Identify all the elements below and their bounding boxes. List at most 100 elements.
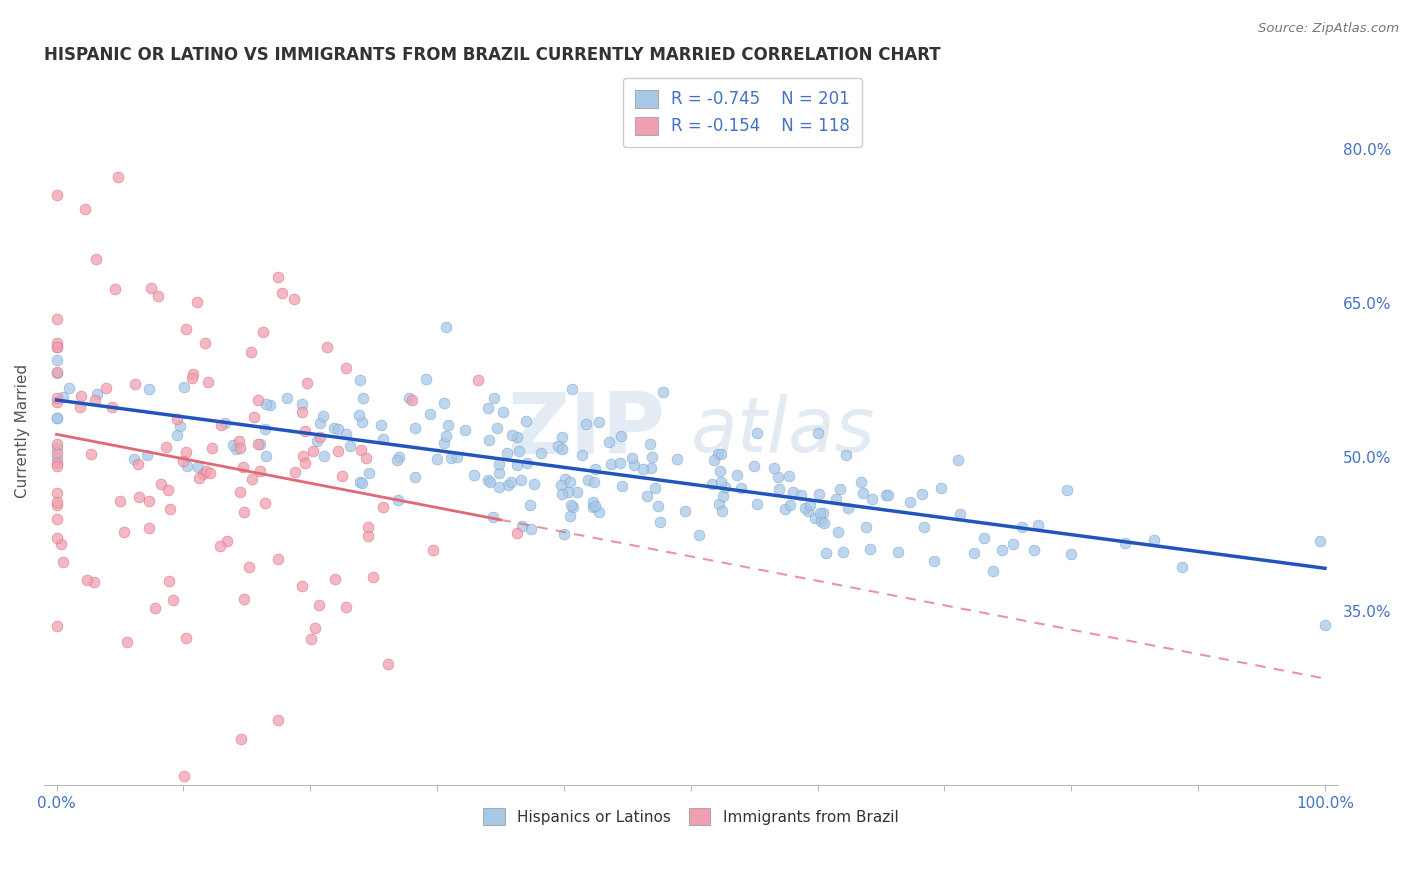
Point (700, 476, 723, 491)
Point (283, 292, 305, 306)
Point (322, 420, 344, 434)
Point (377, 657, 399, 672)
Point (620, 451, 643, 466)
Point (84, 392, 107, 407)
Point (252, 325, 274, 339)
Point (887, 545, 910, 559)
Point (530, 446, 553, 460)
Point (51, 537, 73, 551)
Point (1171, 560, 1194, 574)
Point (859, 541, 882, 556)
Point (229, 485, 252, 500)
Point (104, 282, 127, 296)
Point (477, 401, 499, 416)
Point (357, 466, 380, 480)
Point (1309, 534, 1331, 549)
Point (122, 452, 145, 467)
Point (138, 521, 160, 535)
Point (135, 448, 157, 462)
Point (247, 436, 270, 450)
Text: ZIP: ZIP (508, 390, 665, 473)
Point (501, 427, 523, 442)
Point (828, 482, 851, 496)
Point (350, 443, 373, 458)
Point (176, 459, 198, 474)
Point (558, 475, 581, 490)
Point (222, 437, 245, 451)
Point (172, 454, 194, 468)
Point (357, 520, 380, 534)
Point (779, 499, 801, 513)
Point (973, 531, 995, 545)
Point (259, 398, 281, 412)
Point (69, 401, 91, 415)
Point (488, 466, 510, 480)
Point (243, 410, 266, 425)
Point (76, 574, 98, 588)
Point (401, 393, 423, 408)
Point (433, 436, 456, 450)
Point (404, 421, 426, 435)
Point (143, 600, 166, 615)
Point (86, 387, 108, 401)
Point (588, 505, 610, 519)
Point (804, 511, 827, 525)
Point (94, 381, 117, 395)
Point (983, 565, 1005, 579)
Point (112, 525, 135, 540)
Point (197, 375, 219, 389)
Point (231, 732, 253, 747)
Point (647, 499, 669, 513)
Point (352, 475, 374, 490)
Point (83, 575, 105, 590)
Point (45, 498, 67, 512)
Point (640, 461, 662, 475)
Point (1059, 547, 1081, 561)
Point (254, 495, 277, 509)
Point (240, 345, 263, 359)
Point (707, 497, 730, 511)
Point (335, 427, 357, 442)
Point (520, 522, 543, 536)
Point (187, 471, 209, 485)
Point (291, 396, 314, 410)
Point (688, 527, 710, 541)
Point (1056, 483, 1078, 498)
Point (291, 449, 314, 463)
Point (238, 559, 260, 574)
Point (433, 395, 456, 409)
Point (45, 353, 67, 368)
Point (825, 492, 848, 507)
Point (831, 545, 853, 559)
Point (52, 555, 75, 569)
Point (138, 494, 160, 508)
Point (422, 543, 444, 558)
Point (860, 491, 883, 506)
Point (70, 389, 93, 403)
Point (482, 510, 505, 524)
Point (166, 411, 188, 425)
Point (159, 501, 181, 516)
Point (339, 439, 361, 453)
Point (214, 417, 236, 431)
Point (768, 483, 790, 497)
Point (316, 340, 339, 354)
Point (747, 426, 769, 441)
Point (201, 442, 224, 456)
Point (299, 632, 322, 647)
Point (707, 447, 730, 461)
Point (45, 187, 67, 202)
Point (506, 458, 529, 472)
Point (782, 484, 804, 499)
Point (304, 621, 326, 635)
Point (446, 450, 468, 464)
Point (813, 516, 835, 530)
Point (814, 546, 837, 560)
Point (583, 499, 606, 513)
Point (107, 169, 129, 184)
Point (174, 631, 197, 645)
Point (710, 475, 733, 489)
Point (157, 574, 180, 588)
Point (766, 470, 789, 484)
Point (851, 475, 873, 489)
